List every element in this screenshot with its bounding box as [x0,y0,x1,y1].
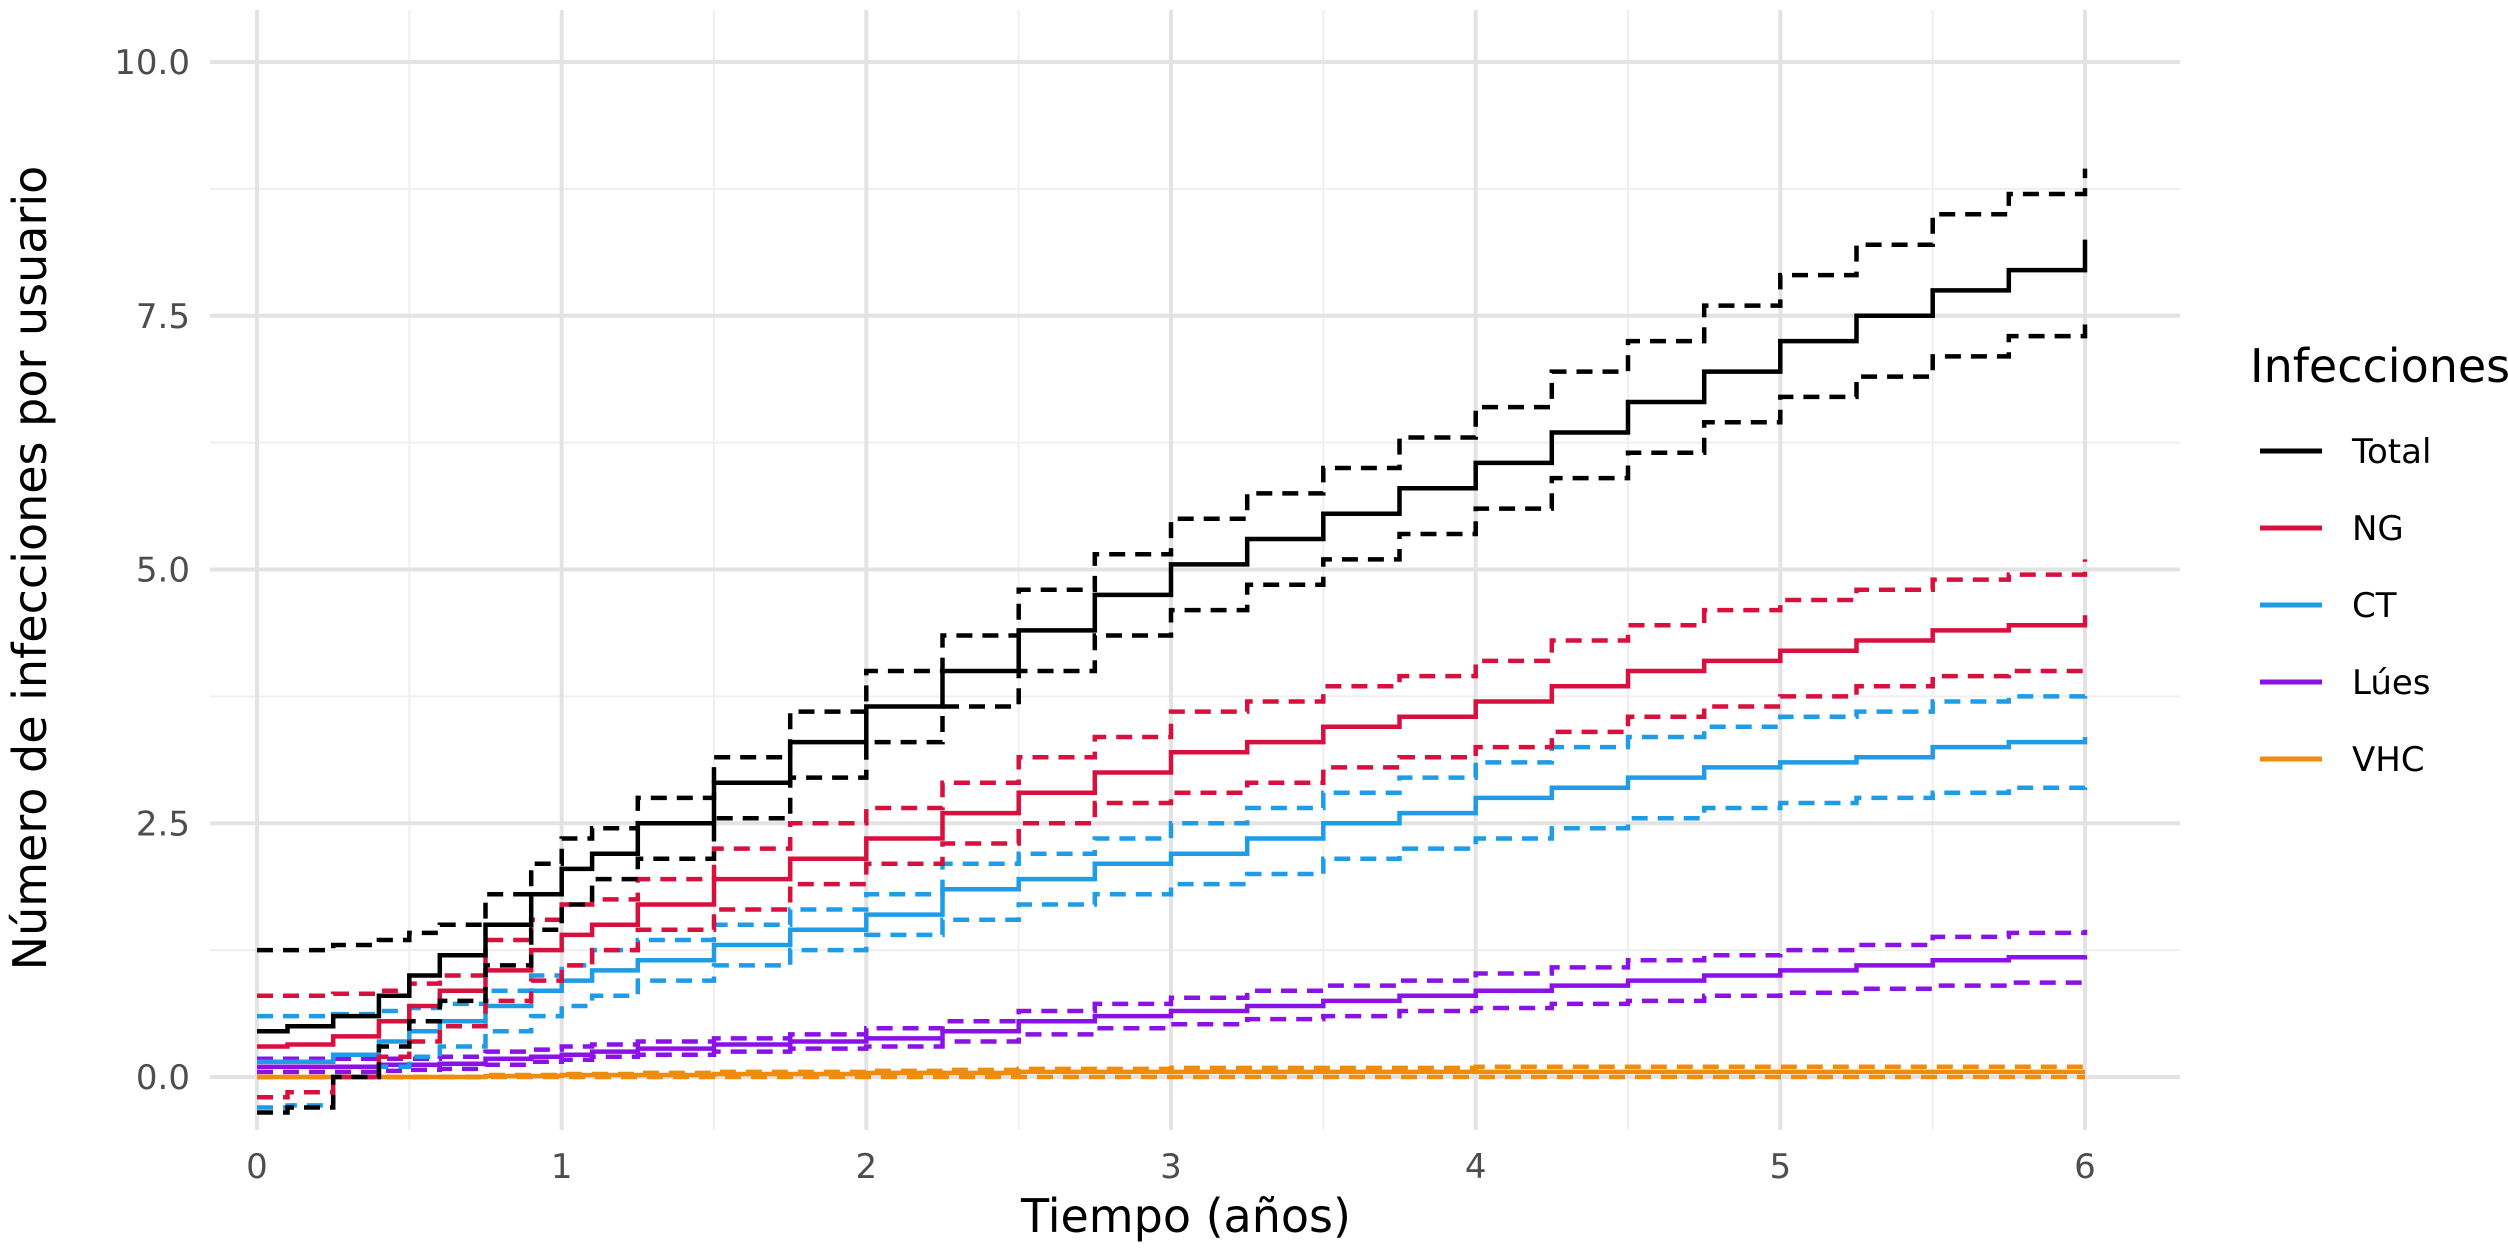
x-tick-labels: 0 1 2 3 4 5 6 [246,1147,2096,1187]
legend: Infecciones Total NG CT Lúes VHC [2250,339,2508,780]
x-tick-label: 0 [246,1147,268,1187]
legend-item-vhc: VHC [2260,740,2425,780]
x-tick-label: 3 [1160,1147,1182,1187]
legend-item-l-es: Lúes [2260,663,2431,703]
series-layer [257,168,2088,1115]
series-ct-line [257,737,2088,1065]
x-tick-label: 2 [856,1147,878,1187]
x-axis-title: Tiempo (años) [1020,1189,1351,1243]
legend-title: Infecciones [2250,339,2508,393]
series-total-lower-ci [257,320,2088,1115]
series-l-es-line [257,954,2088,1070]
series-ct [257,691,2088,1110]
series-vhc-line [257,1069,2085,1080]
legend-label-ng: NG [2352,509,2404,549]
legend-label-ct: CT [2352,586,2397,626]
series-l-es-lower-ci [257,980,2088,1075]
x-tick-label: 5 [1770,1147,1792,1187]
x-tick-label: 6 [2074,1147,2096,1187]
series-l-es [257,929,2088,1075]
series-vhc [257,1064,2085,1080]
series-ng-line [257,615,2088,1049]
y-axis-title: Número de infecciones por usuario [3,166,57,971]
series-total-upper-ci [257,168,2088,953]
series-ct-lower-ci [257,782,2088,1110]
legend-item-ct: CT [2260,586,2397,626]
legend-item-ng: NG [2260,509,2404,549]
y-tick-label: 7.5 [136,297,190,337]
series-ng [257,559,2088,1100]
series-ct-upper-ci [257,691,2088,1019]
y-tick-labels: 0.0 2.5 5.0 7.5 10.0 [114,43,190,1098]
legend-item-total: Total [2260,432,2431,472]
series-ng-lower-ci [257,665,2088,1100]
x-tick-label: 4 [1465,1147,1487,1187]
y-tick-label: 0.0 [136,1058,190,1098]
series-l-es-upper-ci [257,929,2088,1061]
legend-label-l-es: Lúes [2352,663,2431,703]
y-tick-label: 10.0 [114,43,190,83]
legend-label-vhc: VHC [2352,740,2425,780]
legend-items: Total NG CT Lúes VHC [2260,432,2431,780]
y-tick-label: 2.5 [136,804,190,844]
legend-label-total: Total [2351,432,2431,472]
y-tick-label: 5.0 [136,551,190,591]
x-tick-label: 1 [551,1147,573,1187]
grid-major [210,10,2180,1130]
series-total-line [257,239,2088,1034]
series-total [257,168,2088,1115]
